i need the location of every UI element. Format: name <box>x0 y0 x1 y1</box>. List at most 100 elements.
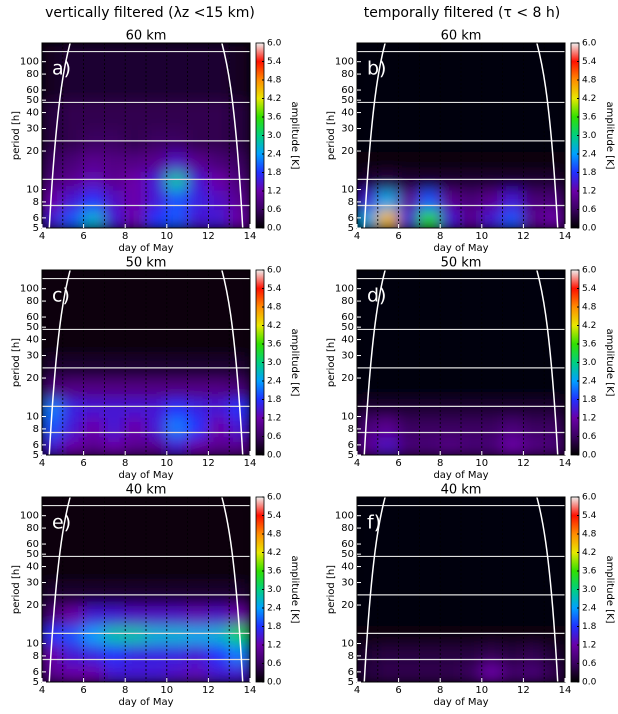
y-tick-label: 60 <box>26 539 39 550</box>
heatmap-cell <box>397 188 421 211</box>
heatmap-cell <box>460 604 483 626</box>
heatmap-cell <box>460 43 483 102</box>
heatmap-cell <box>145 169 168 191</box>
heatmap-cell <box>165 642 189 665</box>
cone-of-influence <box>363 43 559 228</box>
colorbar-tick-label: 1.8 <box>582 622 597 632</box>
colorbar-tick-label: 6.0 <box>582 493 597 503</box>
colorbar-tick-label: 4.2 <box>267 94 281 104</box>
heatmap-cell <box>376 208 400 228</box>
x-tick-label: 14 <box>244 458 257 469</box>
heatmap-cell <box>501 604 525 626</box>
heatmap-cell <box>61 208 85 228</box>
heatmap-cell <box>103 642 127 665</box>
panel-title: 40 km <box>126 483 167 498</box>
y-tick-label: 50 <box>26 549 39 560</box>
heatmap-cell <box>418 497 442 556</box>
x-axis-label: day of May <box>433 697 488 708</box>
heatmap-cell <box>103 377 127 399</box>
panel-title: 50 km <box>126 256 167 271</box>
heatmap-cell <box>543 270 565 329</box>
heatmap-cell <box>480 270 504 329</box>
heatmap-cell <box>460 396 483 418</box>
heatmap-cell <box>228 208 250 228</box>
heatmap-cell <box>186 127 210 153</box>
heatmap-cell <box>42 127 64 153</box>
heatmap-cell <box>418 435 442 455</box>
heatmap-cell <box>207 188 231 211</box>
heatmap-cell <box>61 435 85 455</box>
plot-area <box>357 43 565 228</box>
heatmap-cell <box>165 127 189 153</box>
heatmap-cell <box>207 208 231 228</box>
y-tick-label: 6 <box>348 667 354 678</box>
y-tick-label: 30 <box>341 351 354 362</box>
heatmap-cell <box>480 497 504 556</box>
heatmap-cell <box>376 99 400 130</box>
heatmap-cell <box>207 99 231 130</box>
x-tick-label: 4 <box>39 458 45 469</box>
y-tick-label: 40 <box>26 108 39 119</box>
heatmap-cell <box>82 169 106 191</box>
heatmap-cell <box>165 188 189 211</box>
heatmap-cell <box>439 581 462 607</box>
y-tick-label: 80 <box>26 296 39 307</box>
heatmap-cell <box>501 435 525 455</box>
heatmap-cell <box>186 377 210 399</box>
y-tick-label: 60 <box>341 85 354 96</box>
heatmap-cell <box>186 188 210 211</box>
heatmap-cell <box>480 642 504 665</box>
colorbar-tick-label: 2.4 <box>267 150 282 160</box>
heatmap-cell <box>522 662 546 682</box>
heatmap-cell <box>82 377 106 399</box>
heatmap-cell <box>228 497 250 556</box>
heatmap-cell <box>397 623 421 645</box>
heatmap-cell <box>207 415 231 438</box>
colorbar-tick-label: 3.6 <box>582 567 597 577</box>
y-tick-label: 10 <box>341 412 354 423</box>
heatmap-cell <box>543 604 565 626</box>
heatmap-cell <box>439 396 462 418</box>
heatmap-cell <box>376 326 400 357</box>
heatmap-cell <box>207 497 231 556</box>
heatmap-cell <box>460 127 483 153</box>
y-tick-label: 8 <box>33 197 39 208</box>
heatmap-cell <box>439 150 462 172</box>
heatmap-cell <box>124 377 147 399</box>
x-tick-label: 14 <box>559 458 572 469</box>
y-axis-label: period [h] <box>326 338 337 387</box>
heatmap-cell <box>165 150 189 172</box>
panel-label: e) <box>52 512 71 534</box>
heatmap-cell <box>543 377 565 399</box>
y-tick-label: 60 <box>341 312 354 323</box>
heatmap-cell <box>61 581 85 607</box>
colorbar-tick-label: 0.6 <box>582 432 597 442</box>
heatmap-cell <box>228 354 250 380</box>
heatmap-cell <box>124 623 147 645</box>
colorbar-tick-label: 3.0 <box>582 358 597 368</box>
panel-title: 60 km <box>126 29 167 44</box>
heatmap-cell <box>186 326 210 357</box>
x-tick-label: 6 <box>80 231 86 242</box>
y-tick-label: 50 <box>26 322 39 333</box>
heatmap-cell <box>82 662 106 682</box>
heatmap-cell <box>82 497 106 556</box>
heatmap-cell <box>418 208 442 228</box>
y-tick-label: 6 <box>33 667 39 678</box>
heatmap-cell <box>522 188 546 211</box>
heatmap-cell <box>186 662 210 682</box>
heatmap-cell <box>186 169 210 191</box>
heatmap-cell <box>397 43 421 102</box>
x-tick-label: 4 <box>39 685 45 696</box>
heatmap-cell <box>460 623 483 645</box>
plot-frame <box>356 42 566 229</box>
heatmap-cell <box>165 396 189 418</box>
heatmap-cell <box>165 270 189 329</box>
colorbar-tick-label: 1.8 <box>267 168 282 178</box>
heatmap-cell <box>124 326 147 357</box>
heatmap-cell <box>82 127 106 153</box>
heatmap-cell <box>42 604 64 626</box>
heatmap-cell <box>418 99 442 130</box>
heatmap-cell <box>207 354 231 380</box>
